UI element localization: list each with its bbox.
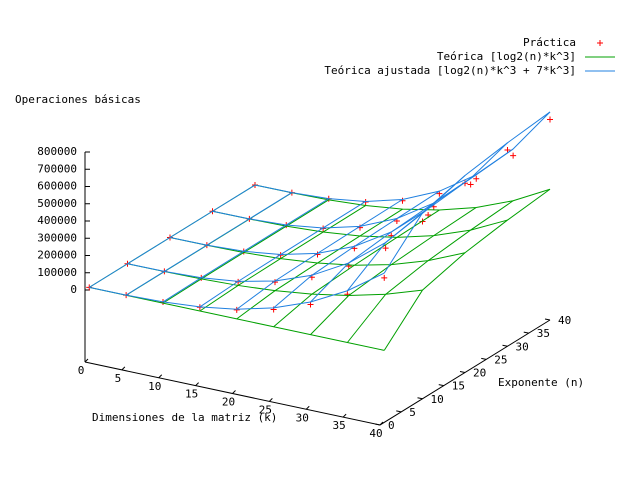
- x-tick: [342, 413, 347, 418]
- x-tick-label: 20: [222, 396, 235, 409]
- legend-marker: [597, 40, 603, 46]
- data-point: [381, 274, 388, 281]
- y-tick: [396, 410, 402, 413]
- y-tick-label: 10: [431, 393, 444, 406]
- z-tick-label: 400000: [37, 214, 77, 227]
- surface-line: [346, 200, 514, 343]
- x-tick-label: 10: [148, 380, 161, 393]
- x-tick: [232, 390, 236, 394]
- y-tick-label: 25: [494, 353, 507, 366]
- y-tick-label: 20: [473, 367, 486, 380]
- z-tick-label: 800000: [37, 145, 77, 158]
- surface-line: [236, 199, 403, 310]
- z-tick-label: 500000: [37, 197, 77, 210]
- y-tick: [523, 331, 529, 334]
- data-point: [345, 263, 352, 270]
- z-tick-label: 700000: [37, 162, 77, 175]
- x-tick-label: 40: [369, 427, 382, 440]
- x-tick: [305, 405, 310, 410]
- y-tick: [459, 371, 466, 373]
- surface-line: [125, 192, 293, 296]
- surface-line: [199, 205, 366, 312]
- x-tick: [379, 421, 384, 426]
- data-point: [473, 175, 480, 182]
- surface-line: [254, 111, 551, 202]
- legend-label: Teórica [log2(n)*k^3]: [437, 50, 576, 63]
- x-tick: [158, 374, 163, 379]
- y-tick: [502, 344, 508, 347]
- data-point: [547, 116, 553, 123]
- z-tick-label: 600000: [37, 180, 77, 193]
- y-tick-label: 15: [452, 380, 465, 393]
- x-tick-label: 0: [78, 364, 85, 377]
- legend-label: Teórica ajustada [log2(n)*k^3 + 7*k^3]: [324, 64, 576, 77]
- y-tick: [374, 423, 381, 426]
- surface-line: [273, 209, 440, 328]
- y-axis-label: Exponente (n): [498, 376, 584, 389]
- y-tick-label: 40: [558, 314, 571, 327]
- x-tick-label: 35: [333, 419, 346, 432]
- z-tick-label: 0: [70, 283, 77, 296]
- surface-line: [383, 111, 551, 274]
- x-tick: [195, 382, 199, 386]
- y-tick-label: 0: [388, 419, 395, 432]
- surface-line: [310, 174, 477, 303]
- x-tick: [84, 358, 89, 363]
- surface-line: [162, 198, 330, 303]
- data-point: [504, 147, 511, 154]
- surface-line: [383, 188, 551, 351]
- y-tick: [481, 357, 487, 360]
- x-tick-label: 25: [259, 403, 272, 416]
- x-axis-label: Dimensiones de la matriz (k): [92, 411, 277, 424]
- y-tick-label: 35: [537, 327, 550, 340]
- y-tick-label: 30: [516, 340, 529, 353]
- surface-line: [346, 148, 514, 292]
- data-point: [467, 181, 474, 188]
- y-tick: [417, 397, 423, 400]
- z-tick-label: 300000: [37, 231, 77, 244]
- surface-line: [273, 190, 440, 309]
- data-point: [382, 245, 389, 252]
- x-tick-label: 5: [115, 372, 122, 385]
- surface-line: [310, 207, 477, 335]
- x-tick: [121, 366, 126, 371]
- data-point: [419, 218, 426, 225]
- legend-label: Práctica: [523, 36, 576, 49]
- surface-line: [212, 210, 508, 238]
- z-tick-label: 200000: [37, 249, 77, 262]
- y-tick-label: 5: [409, 406, 416, 419]
- data-point: [510, 152, 517, 159]
- x-tick-label: 30: [296, 411, 309, 424]
- surface-line: [88, 184, 256, 288]
- data-point: [233, 306, 240, 313]
- surface-line: [199, 201, 366, 308]
- z-axis-label: Operaciones básicas: [15, 93, 141, 106]
- z-tick-label: 100000: [37, 266, 77, 279]
- y-tick: [438, 384, 444, 387]
- y-tick: [544, 318, 551, 321]
- x-tick: [269, 398, 273, 402]
- data-point: [344, 291, 351, 298]
- x-tick-label: 15: [185, 388, 198, 401]
- surface-line: [162, 199, 330, 304]
- surface-line: [236, 208, 403, 320]
- surface-line: [169, 237, 466, 266]
